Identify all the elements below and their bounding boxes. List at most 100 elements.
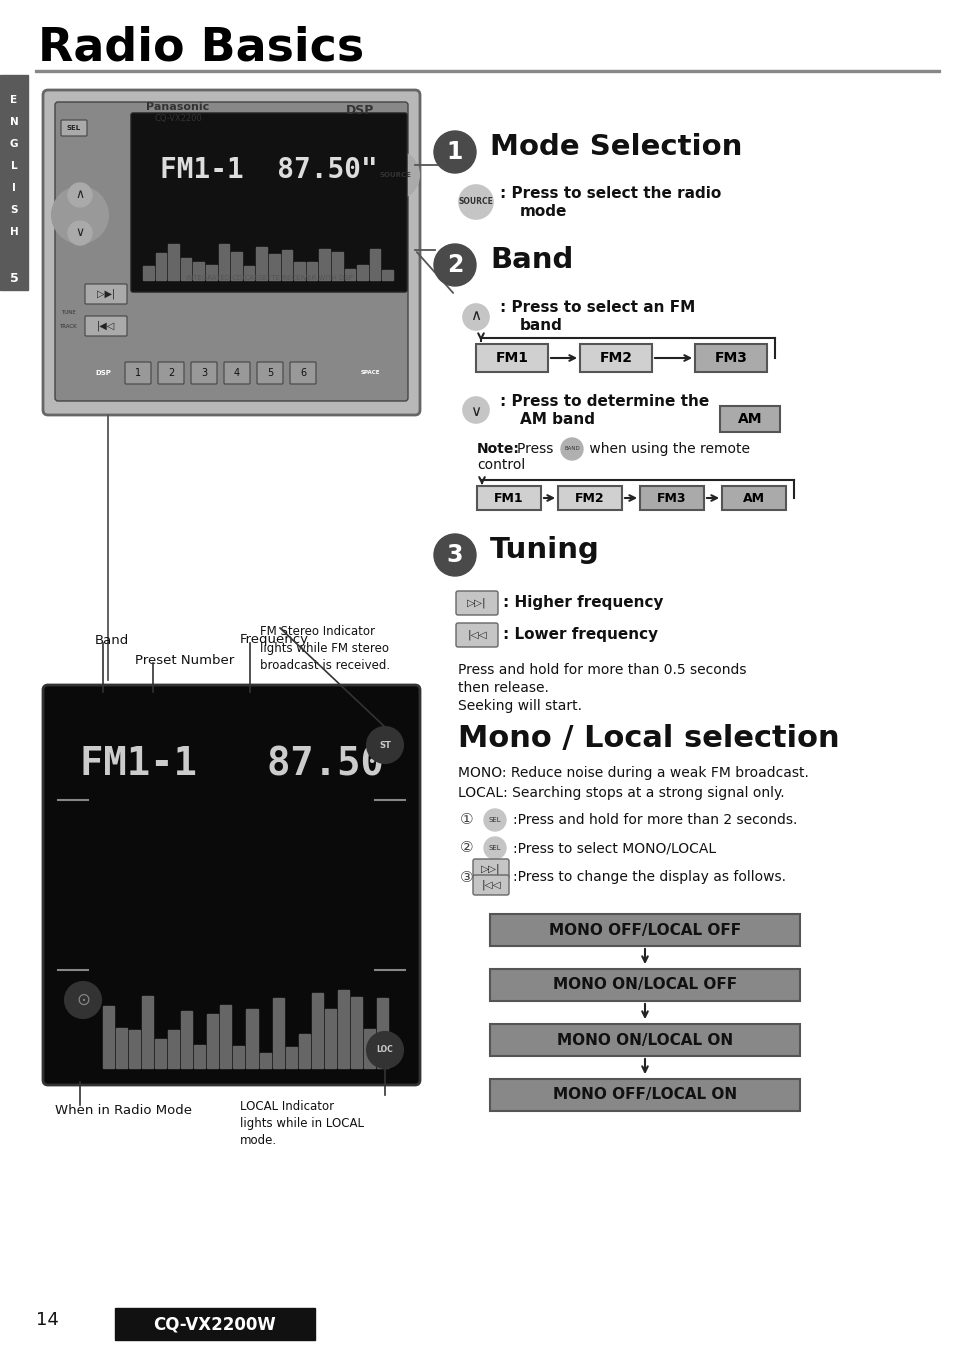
Text: band: band <box>519 318 562 333</box>
Circle shape <box>458 185 493 219</box>
FancyBboxPatch shape <box>158 362 184 384</box>
Text: Mono / Local selection: Mono / Local selection <box>457 723 839 753</box>
Text: Mode Selection: Mode Selection <box>490 134 741 161</box>
Text: SEL: SEL <box>488 844 500 851</box>
FancyBboxPatch shape <box>490 1079 800 1112</box>
Text: LOC: LOC <box>376 1045 393 1055</box>
Text: ⊙: ⊙ <box>76 992 90 1009</box>
Bar <box>220 1005 232 1068</box>
Text: 1: 1 <box>134 368 141 378</box>
Bar <box>273 998 283 1068</box>
FancyBboxPatch shape <box>85 316 127 336</box>
FancyBboxPatch shape <box>55 103 408 401</box>
FancyBboxPatch shape <box>476 486 540 510</box>
Text: FM1-1  87.50": FM1-1 87.50" <box>160 156 377 183</box>
Text: 5: 5 <box>10 271 18 285</box>
Text: DSP: DSP <box>95 370 111 376</box>
FancyBboxPatch shape <box>61 120 87 136</box>
Bar <box>115 1309 314 1340</box>
Bar <box>382 270 393 281</box>
Bar <box>376 998 388 1068</box>
Text: : Press to select the radio: : Press to select the radio <box>499 186 720 201</box>
Text: Press and hold for more than 0.5 seconds: Press and hold for more than 0.5 seconds <box>457 662 745 677</box>
Bar <box>181 1010 193 1068</box>
Text: Band: Band <box>95 634 129 646</box>
Text: :Press to select MONO/LOCAL: :Press to select MONO/LOCAL <box>513 840 716 855</box>
Bar <box>312 993 322 1068</box>
Text: |◀◁: |◀◁ <box>97 321 115 332</box>
Circle shape <box>52 188 108 243</box>
Circle shape <box>68 183 91 206</box>
Text: TRACK: TRACK <box>59 325 77 329</box>
FancyBboxPatch shape <box>720 406 780 432</box>
FancyBboxPatch shape <box>695 344 766 372</box>
Bar <box>155 254 166 281</box>
Text: :Press to change the display as follows.: :Press to change the display as follows. <box>513 870 785 884</box>
Text: Radio Basics: Radio Basics <box>38 26 364 70</box>
Bar <box>103 1006 114 1068</box>
Text: H: H <box>10 227 18 237</box>
Text: ∨: ∨ <box>75 227 85 240</box>
FancyBboxPatch shape <box>43 685 419 1085</box>
Text: 14: 14 <box>36 1311 59 1329</box>
Bar <box>129 1031 140 1068</box>
Text: MONO ON/LOCAL ON: MONO ON/LOCAL ON <box>557 1032 732 1048</box>
Text: S: S <box>10 205 18 214</box>
Text: ST: ST <box>378 741 391 750</box>
Text: 4: 4 <box>233 368 240 378</box>
Text: 3: 3 <box>446 544 463 567</box>
Text: 3: 3 <box>201 368 207 378</box>
Text: E: E <box>10 94 17 105</box>
Text: : Lower frequency: : Lower frequency <box>502 627 658 642</box>
FancyBboxPatch shape <box>490 1024 800 1056</box>
Circle shape <box>434 534 476 576</box>
Bar <box>207 1014 218 1068</box>
Text: 1: 1 <box>446 140 463 165</box>
Bar <box>337 990 349 1068</box>
Text: N: N <box>10 117 18 127</box>
Text: FM2: FM2 <box>575 491 604 505</box>
Bar <box>344 268 355 281</box>
Text: SOURCE: SOURCE <box>458 197 493 206</box>
Text: when using the remote: when using the remote <box>584 442 749 456</box>
FancyBboxPatch shape <box>191 362 216 384</box>
Text: INTEGRATED CD/CASSETTE RECEIVER WITH DSP: INTEGRATED CD/CASSETTE RECEIVER WITH DSP <box>186 275 352 281</box>
Circle shape <box>65 982 101 1018</box>
Text: ①: ① <box>459 812 473 827</box>
Text: L: L <box>10 161 17 171</box>
Text: control: control <box>476 459 525 472</box>
Text: Panasonic: Panasonic <box>146 103 210 112</box>
Circle shape <box>483 836 505 859</box>
Text: |◁◁: |◁◁ <box>467 630 486 641</box>
Bar <box>259 1054 271 1068</box>
Text: then release.: then release. <box>457 681 548 695</box>
Text: : Press to select an FM: : Press to select an FM <box>499 301 695 316</box>
Text: FM Stereo Indicator
lights while FM stereo
broadcast is received.: FM Stereo Indicator lights while FM ster… <box>260 625 390 672</box>
Bar <box>155 1039 166 1068</box>
Text: MONO OFF/LOCAL ON: MONO OFF/LOCAL ON <box>553 1087 737 1102</box>
Text: CQ-VX2200W: CQ-VX2200W <box>153 1315 276 1333</box>
Text: FM2: FM2 <box>598 351 632 366</box>
Bar <box>181 258 192 281</box>
Text: DSP: DSP <box>345 104 374 116</box>
Circle shape <box>89 359 117 387</box>
Bar <box>206 264 216 281</box>
Text: MONO ON/LOCAL OFF: MONO ON/LOCAL OFF <box>553 978 737 993</box>
Text: FM3: FM3 <box>657 491 686 505</box>
Bar <box>218 244 229 281</box>
Text: MONO OFF/LOCAL OFF: MONO OFF/LOCAL OFF <box>548 923 740 938</box>
Text: ▷▷|: ▷▷| <box>480 863 500 874</box>
Bar <box>351 997 361 1068</box>
Bar <box>356 264 368 281</box>
Text: I: I <box>12 183 16 193</box>
Text: |◁◁: |◁◁ <box>480 880 500 890</box>
Text: Frequency: Frequency <box>240 634 309 646</box>
Text: When in Radio Mode: When in Radio Mode <box>55 1103 192 1117</box>
Bar <box>256 247 267 281</box>
Text: SEL: SEL <box>67 125 81 131</box>
Text: ③: ③ <box>459 870 473 885</box>
Text: FM1: FM1 <box>495 351 528 366</box>
Circle shape <box>560 438 582 460</box>
Text: :Press and hold for more than 2 seconds.: :Press and hold for more than 2 seconds. <box>513 813 797 827</box>
Text: FM3: FM3 <box>714 351 746 366</box>
